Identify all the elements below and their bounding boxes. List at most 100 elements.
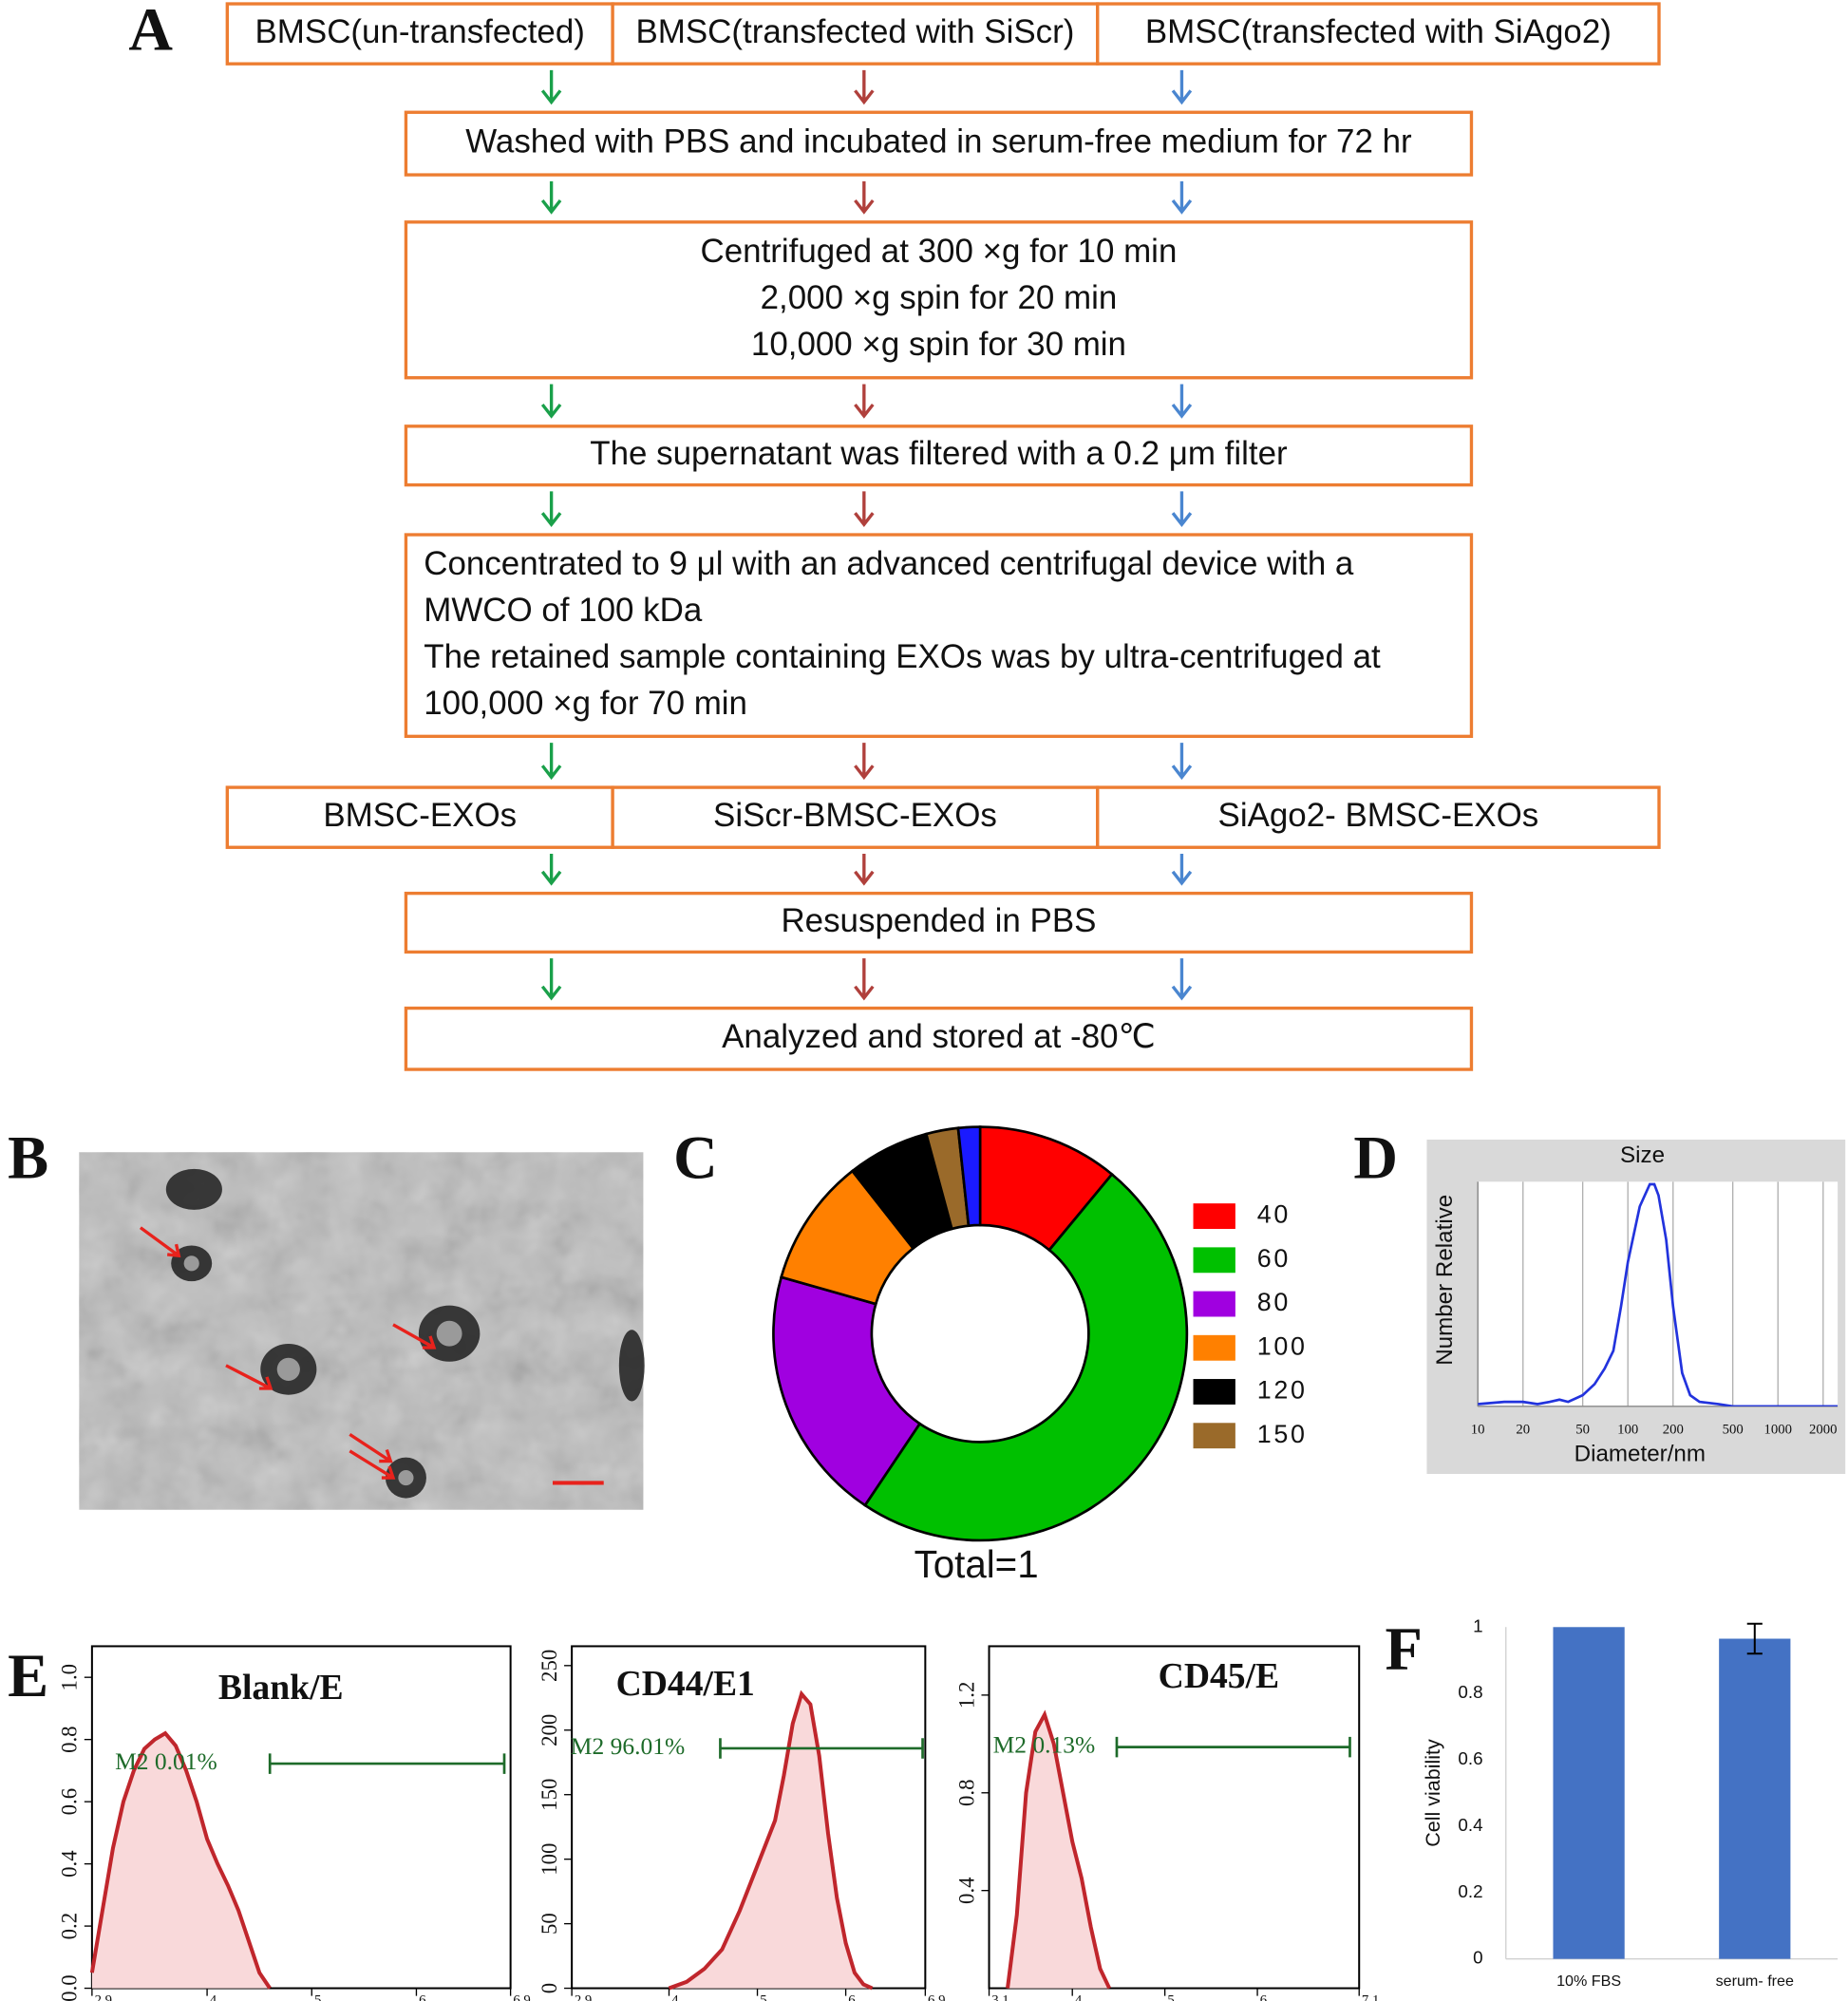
x-tick-base: 10 [650,1996,670,2001]
y-tick-label: 200 [537,1714,561,1746]
panel-label: F [1386,1615,1423,1683]
x-tick-exponent: 7.1 [1362,1992,1379,2001]
x-tick-exponent: 5 [314,1992,321,2001]
x-tick-exponent: 4 [671,1992,679,2001]
x-tick-base: 10 [1340,1996,1361,2001]
flow-arrow [1171,384,1193,419]
gate-marker [268,1753,506,1774]
x-tick-base: 10 [1053,1996,1074,2001]
y-tick-label: 0 [537,1983,561,1993]
flow-arrow [1171,853,1193,886]
flow-box [404,220,1474,380]
y-tick-label: 0.2 [58,1913,82,1940]
flow-arrow [540,384,562,419]
tem-vesicle-cores [183,1255,462,1486]
y-axis-label: Cell viability [1422,1739,1444,1847]
y-tick-label: 250 [537,1650,561,1682]
x-tick-base: 10 [553,1996,574,2001]
flow-box [225,785,614,849]
flow-arrow [540,958,562,1001]
y-tick-label: 50 [537,1913,561,1935]
flow-arrow [540,69,562,105]
tem-vesicles [165,1168,645,1499]
y-tick-label: 1 [1473,1615,1482,1635]
flow-arrow [540,743,562,781]
x-tick-exponent: 6 [848,1992,855,2001]
flow-text: Concentrated to 9 μl with an advanced ce… [424,545,1354,582]
gate-marker [1115,1736,1351,1758]
flow-text: 100,000 ×g for 70 min [424,685,747,722]
flow-text: MWCO of 100 kDa [424,592,703,629]
flow-arrow [854,853,875,886]
flow-box [404,1006,1474,1071]
x-tick-base: 10 [906,1996,927,2001]
x-tick-base: 10 [970,1996,990,2001]
chart-title: Blank/E [218,1668,344,1708]
flow-text: BMSC-EXOs [323,797,517,834]
flow-box [225,2,614,66]
tem-arrows [139,1226,437,1480]
flow-text: Analyzed and stored at -80℃ [722,1018,1156,1055]
flow-arrow [1171,491,1193,528]
y-tick-label: 0.6 [1458,1748,1482,1768]
x-tick-label: 1000 [1763,1423,1792,1438]
flow-text: SiScr-BMSC-EXOs [713,797,997,834]
y-tick-label: 1.2 [954,1682,978,1709]
legend-swatch [1193,1379,1235,1405]
flow-arrow [540,180,562,215]
legend-swatch [1193,1203,1235,1230]
x-tick-exponent: 3.1 [991,1992,1009,2001]
x-tick-base: 10 [188,1996,209,2001]
histogram-fill [91,1733,271,1989]
y-tick-label: 100 [537,1843,561,1876]
donut-slice [772,1275,922,1507]
panel-label: B [8,1123,48,1191]
y-tick-label: 0.2 [1458,1881,1482,1901]
x-tick-exponent: 6.9 [928,1992,945,2001]
panel-label: E [8,1642,48,1709]
gate-label: M2 0.13% [993,1730,1096,1758]
legend-label: 100 [1257,1331,1308,1360]
donut-slice [863,1172,1189,1542]
x-tick-base: 10 [1145,1996,1166,2001]
legend-swatch [1193,1334,1235,1361]
flow-arrow [540,853,562,886]
y-tick-label: 0.8 [1458,1682,1482,1702]
y-tick-label: 0 [1473,1948,1482,1968]
flow-arrow [540,491,562,528]
x-tick-base: 10 [491,1996,512,2001]
flow-arrow [1171,958,1193,1001]
flow-arrow [854,958,875,1001]
legend-label: 60 [1257,1244,1291,1273]
x-axis-label: Diameter/nm [1575,1441,1706,1466]
x-tick-label: 2000 [1809,1423,1838,1438]
gate-marker [719,1738,924,1759]
y-tick-label: 0.8 [954,1780,978,1807]
plot-frame [988,1645,1361,1990]
legend-swatch [1193,1423,1235,1449]
legend-label: 80 [1257,1288,1291,1316]
flow-box [611,2,1100,66]
x-tick-exponent: 6.9 [513,1992,530,2001]
x-tick-exponent: 5 [760,1992,766,2001]
gate-label: M2 96.01% [571,1732,686,1760]
flow-text: The retained sample containing EXOs was … [424,638,1381,675]
tem-texture [79,1152,644,1510]
x-tick-exponent: 6 [1260,1992,1267,2001]
y-tick-label: 0.4 [1458,1815,1482,1835]
legend-label: 120 [1257,1376,1308,1405]
flow-arrow [854,69,875,105]
x-tick-base: 10 [826,1996,847,2001]
x-tick-exponent: 4 [210,1992,217,2001]
donut-caption: Total=1 [915,1543,1039,1586]
x-tick-label: 20 [1516,1423,1530,1438]
flow-arrow [854,491,875,528]
x-tick-exponent: 4 [1075,1992,1083,2001]
y-tick-label: 0.8 [58,1726,82,1753]
legend-label: 40 [1257,1200,1291,1229]
flow-text: BMSC(un-transfected) [255,13,585,50]
flow-text: Centrifuged at 300 ×g for 10 min [701,233,1178,270]
legend-swatch [1193,1247,1235,1274]
x-tick-label: 200 [1663,1423,1684,1438]
